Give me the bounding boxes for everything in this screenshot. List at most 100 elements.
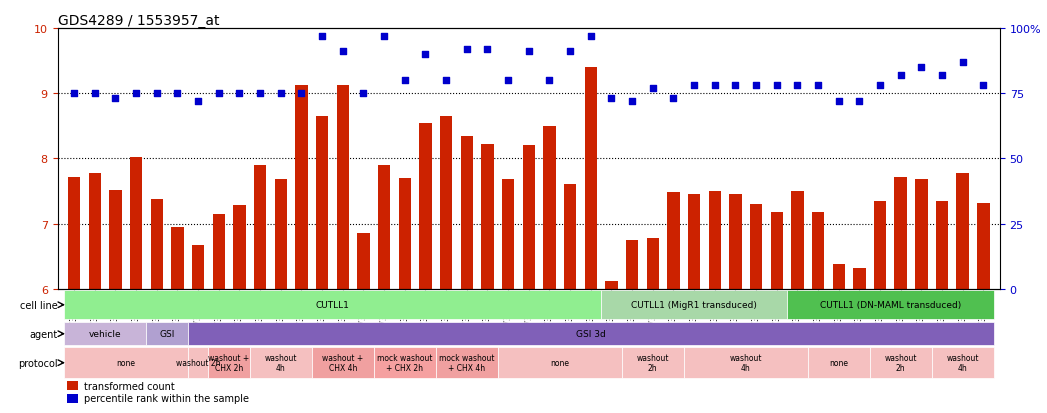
Point	[913, 64, 930, 71]
Bar	[647, 238, 659, 289]
Point	[499, 78, 516, 84]
Bar	[378, 166, 391, 289]
Text: washout 2h: washout 2h	[176, 358, 220, 367]
Point	[644, 85, 661, 92]
FancyBboxPatch shape	[622, 348, 684, 378]
FancyBboxPatch shape	[147, 322, 187, 346]
Bar	[172, 227, 183, 289]
Text: none: none	[551, 358, 570, 367]
Bar	[192, 245, 204, 289]
Point	[190, 98, 206, 105]
FancyBboxPatch shape	[787, 291, 994, 319]
Bar	[419, 123, 431, 289]
Bar	[68, 177, 81, 289]
Point	[417, 52, 433, 58]
Point	[480, 46, 496, 53]
Text: percentile rank within the sample: percentile rank within the sample	[84, 393, 249, 403]
Bar	[915, 180, 928, 289]
Bar	[482, 145, 493, 289]
Text: washout
4h: washout 4h	[730, 353, 762, 373]
Bar	[626, 240, 639, 289]
Point	[314, 33, 331, 40]
Text: GDS4289 / 1553957_at: GDS4289 / 1553957_at	[58, 14, 219, 28]
Bar	[213, 214, 225, 289]
Point	[66, 90, 83, 97]
Bar	[874, 201, 886, 289]
Text: GSI: GSI	[159, 330, 175, 338]
Bar	[792, 192, 804, 289]
Point	[231, 90, 248, 97]
Point	[520, 49, 537, 56]
Bar	[440, 117, 452, 289]
Bar	[564, 185, 576, 289]
Point	[603, 96, 620, 102]
Point	[107, 96, 124, 102]
Point	[789, 83, 806, 90]
Point	[768, 83, 785, 90]
Bar	[750, 204, 762, 289]
FancyBboxPatch shape	[64, 291, 601, 319]
Point	[748, 83, 764, 90]
Bar	[67, 381, 79, 390]
Bar	[295, 86, 308, 289]
Text: mock washout
+ CHX 2h: mock washout + CHX 2h	[377, 353, 432, 373]
Point	[892, 72, 909, 79]
Point	[169, 90, 185, 97]
FancyBboxPatch shape	[436, 348, 497, 378]
Bar	[894, 177, 907, 289]
FancyBboxPatch shape	[601, 291, 787, 319]
Bar	[336, 86, 349, 289]
Bar	[832, 264, 845, 289]
FancyBboxPatch shape	[250, 348, 312, 378]
Point	[128, 90, 144, 97]
Bar	[253, 166, 266, 289]
Point	[727, 83, 743, 90]
Text: none: none	[116, 358, 135, 367]
Bar	[729, 195, 741, 289]
Bar	[977, 203, 989, 289]
FancyBboxPatch shape	[187, 348, 208, 378]
FancyBboxPatch shape	[64, 322, 147, 346]
Point	[376, 33, 393, 40]
Bar	[957, 173, 968, 289]
FancyBboxPatch shape	[684, 348, 807, 378]
Point	[149, 90, 165, 97]
Bar	[399, 178, 410, 289]
Bar	[151, 199, 163, 289]
FancyBboxPatch shape	[312, 348, 374, 378]
Point	[872, 83, 889, 90]
Bar	[316, 117, 329, 289]
Point	[954, 59, 971, 66]
Text: vehicle: vehicle	[89, 330, 121, 338]
Bar	[233, 206, 246, 289]
Point	[582, 33, 599, 40]
Bar	[605, 281, 618, 289]
Point	[665, 96, 682, 102]
Point	[355, 90, 372, 97]
Bar	[543, 126, 556, 289]
Bar	[771, 212, 783, 289]
Point	[438, 78, 454, 84]
Text: mock washout
+ CHX 4h: mock washout + CHX 4h	[439, 353, 494, 373]
Text: washout
2h: washout 2h	[637, 353, 669, 373]
FancyBboxPatch shape	[807, 348, 870, 378]
Bar	[584, 68, 597, 289]
Point	[707, 83, 723, 90]
Point	[561, 49, 578, 56]
Bar	[522, 146, 535, 289]
Text: transformed count: transformed count	[84, 381, 175, 391]
Bar	[811, 212, 824, 289]
Text: washout
2h: washout 2h	[885, 353, 917, 373]
Text: washout +
CHX 2h: washout + CHX 2h	[208, 353, 250, 373]
Point	[397, 78, 414, 84]
Text: CUTLL1: CUTLL1	[315, 301, 350, 309]
Text: washout
4h: washout 4h	[265, 353, 297, 373]
Point	[830, 98, 847, 105]
Point	[851, 98, 868, 105]
FancyBboxPatch shape	[497, 348, 622, 378]
FancyBboxPatch shape	[187, 322, 994, 346]
Text: CUTLL1 (DN-MAML transduced): CUTLL1 (DN-MAML transduced)	[820, 301, 961, 309]
Point	[975, 83, 992, 90]
Point	[251, 90, 268, 97]
Bar	[853, 268, 866, 289]
